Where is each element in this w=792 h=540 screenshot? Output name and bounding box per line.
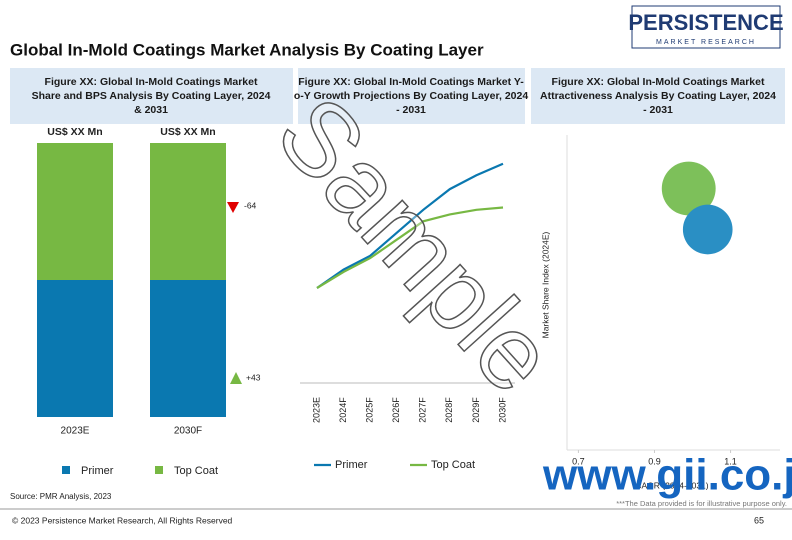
figure-title: - 2031 bbox=[396, 104, 426, 116]
x-tick-label: 2029F bbox=[471, 397, 481, 423]
figure-title: Share and BPS Analysis By Coating Layer,… bbox=[32, 90, 271, 102]
legend-label: Primer bbox=[81, 465, 114, 477]
annotation: +43 bbox=[246, 372, 261, 382]
x-tick-label: 2030F bbox=[174, 426, 202, 437]
bar-segment bbox=[37, 143, 113, 280]
logo: PERSISTENCE bbox=[628, 10, 783, 35]
legend-swatch bbox=[62, 466, 70, 474]
figure-title: & 2031 bbox=[134, 104, 168, 116]
figure-title: Figure XX: Global In-Mold Coatings Marke… bbox=[552, 76, 765, 88]
logo-sub: MARKET RESEARCH bbox=[656, 39, 756, 46]
legend-swatch bbox=[155, 466, 163, 474]
source: Source: PMR Analysis, 2023 bbox=[10, 492, 112, 501]
figure-title: - 2031 bbox=[643, 104, 673, 116]
bar-label: US$ XX Mn bbox=[47, 126, 102, 138]
x-tick-label: 2023E bbox=[311, 397, 321, 423]
bar-segment bbox=[150, 143, 226, 280]
bar-segment bbox=[37, 280, 113, 417]
vendor-watermark: www.gii.co.jp bbox=[542, 451, 792, 500]
x-tick-label: 2023E bbox=[61, 426, 90, 437]
x-tick-label: 2024F bbox=[338, 397, 348, 423]
figure-title: o-Y Growth Projections By Coating Layer,… bbox=[294, 90, 529, 102]
annotation: -64 bbox=[244, 200, 257, 210]
x-axis-label: CAGR (2024-2031) bbox=[635, 480, 708, 490]
logo-box bbox=[631, 5, 781, 49]
y-axis-label: Market Share Index (2024E) bbox=[540, 231, 550, 338]
figure-header bbox=[531, 68, 785, 124]
disclaimer: ***The Data provided is for illustrative… bbox=[616, 499, 787, 508]
bubble bbox=[682, 204, 733, 255]
figure-title: Figure XX: Global In-Mold Coatings Marke… bbox=[298, 76, 524, 88]
bubble bbox=[661, 161, 716, 216]
bar-segment bbox=[150, 280, 226, 417]
figure-title: Attractiveness Analysis By Coating Layer… bbox=[540, 90, 776, 102]
page-number: 65 bbox=[754, 515, 764, 525]
bar-label: US$ XX Mn bbox=[160, 126, 215, 138]
copyright: © 2023 Persistence Market Research, All … bbox=[12, 515, 233, 525]
x-tick-label: 0.7 bbox=[572, 456, 585, 466]
figure-header bbox=[298, 68, 525, 124]
x-tick-label: 2028F bbox=[444, 397, 454, 423]
x-tick-label: 1.1 bbox=[724, 456, 737, 466]
figure-title: Figure XX: Global In-Mold Coatings Marke… bbox=[45, 76, 258, 88]
x-tick-label: 0.9 bbox=[648, 456, 661, 466]
x-tick-label: 2026F bbox=[391, 397, 401, 423]
up-arrow bbox=[230, 372, 242, 384]
x-tick-label: 2030F bbox=[497, 397, 507, 423]
legend-label: Top Coat bbox=[174, 465, 218, 477]
legend-label: Primer bbox=[335, 459, 368, 471]
x-tick-label: 2027F bbox=[418, 397, 428, 423]
figure-header bbox=[10, 68, 293, 124]
legend-label: Top Coat bbox=[431, 459, 475, 471]
x-tick-label: 2025F bbox=[365, 397, 375, 423]
line-series bbox=[316, 206, 504, 289]
line-series bbox=[316, 162, 504, 289]
slide-title: Global In-Mold Coatings Market Analysis … bbox=[10, 40, 484, 59]
down-arrow bbox=[227, 202, 239, 213]
